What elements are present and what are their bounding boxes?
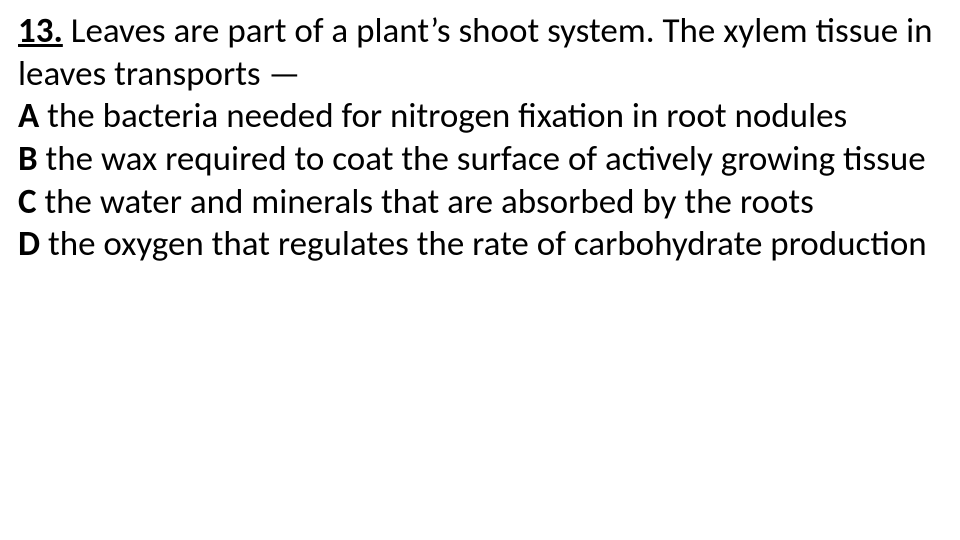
question-number: 13. xyxy=(18,10,63,52)
question-stem: Leaves are part of a plant’s shoot syste… xyxy=(18,10,933,95)
option-a-label: A xyxy=(18,95,39,137)
option-a-text: the bacteria needed for nitrogen fixatio… xyxy=(39,95,847,137)
slide: 13. Leaves are part of a plant’s shoot s… xyxy=(0,0,960,540)
option-c-text: the water and minerals that are absorbed… xyxy=(37,181,814,223)
option-c-label: C xyxy=(18,181,37,223)
option-d-label: D xyxy=(18,223,40,265)
option-b-label: B xyxy=(18,138,38,180)
question-block: 13. Leaves are part of a plant’s shoot s… xyxy=(18,10,942,266)
option-d-text: the oxygen that regulates the rate of ca… xyxy=(40,223,927,265)
option-b-text: the wax required to coat the surface of … xyxy=(38,138,926,180)
